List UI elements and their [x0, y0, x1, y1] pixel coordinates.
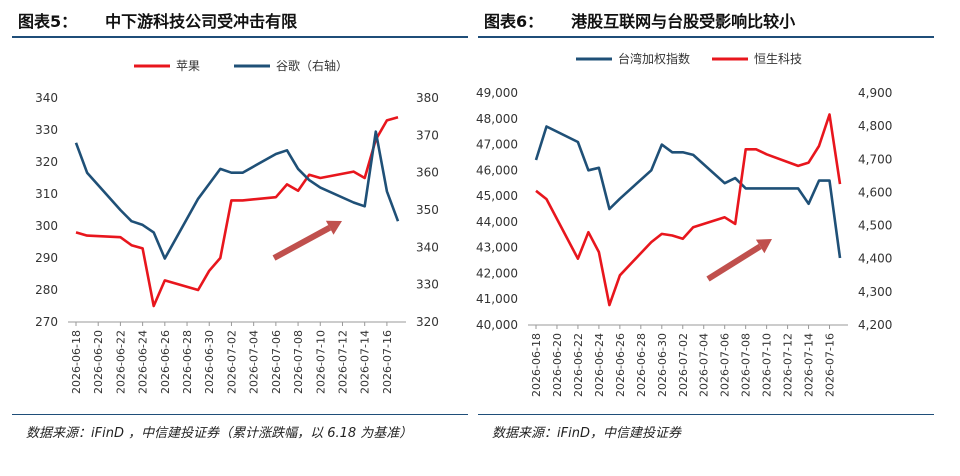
right-axis-tick-label: 330 [416, 278, 439, 292]
chart-panel-6: 图表6： 港股互联网与台股受影响比较小 40,000 41,000 42,000 43,… [472, 0, 938, 476]
chart-title: 图表6： 港股互联网与台股受影响比较小 [484, 8, 938, 32]
right-axis-tick-label: 4,300 [858, 285, 892, 299]
right-axis-tick-label: 380 [416, 91, 439, 105]
x-axis-tick-label: 2026-07-14 [803, 333, 816, 397]
series-line-1 [75, 115, 399, 308]
trend-arrow-head [325, 220, 342, 235]
series-line-1 [534, 125, 842, 259]
x-axis-tick-label: 2026-07-12 [782, 333, 795, 397]
x-axis-tick-label: 2026-06-18 [530, 333, 543, 397]
left-axis-tick-label: 40,000 [476, 318, 518, 332]
x-axis-tick-label: 2026-07-16 [381, 330, 394, 394]
right-axis-tick-label: 360 [416, 166, 439, 180]
x-axis-tick-label: 2026-06-26 [159, 330, 172, 394]
x-axis-tick-label: 2026-07-02 [225, 330, 238, 394]
right-axis-tick-label: 350 [416, 203, 439, 217]
title-rule [478, 36, 934, 38]
right-axis-tick-label: 370 [416, 128, 439, 142]
legend-label: 台湾加权指数 [618, 51, 690, 66]
footer-rule [478, 414, 934, 415]
chart-title: 图表5： 中下游科技公司受冲击有限 [18, 8, 472, 32]
x-axis-tick-label: 2026-06-20 [92, 330, 105, 394]
line-chart: 40,000 41,000 42,000 43,000 44,000 45,000 46,0… [476, 51, 892, 397]
x-axis-tick-label: 2026-06-28 [181, 330, 194, 394]
x-axis-tick-label: 2026-07-14 [359, 330, 372, 394]
legend-label: 谷歌（右轴） [276, 58, 348, 73]
right-axis-tick-label: 4,200 [858, 318, 892, 332]
left-axis-tick-label: 330 [35, 123, 58, 137]
x-axis-tick-label: 2026-06-30 [656, 333, 669, 397]
chart-title-text: 中下游科技公司受冲击有限 [105, 12, 298, 31]
series-line-2 [535, 113, 842, 307]
left-axis-tick-label: 47,000 [476, 138, 518, 152]
left-axis-tick-label: 300 [35, 219, 58, 233]
chart-panel-5: 图表5： 中下游科技公司受冲击有限 270 280 290 300 310 320 330 34… [6, 0, 472, 476]
x-axis-tick-label: 2026-07-06 [719, 333, 732, 397]
title-rule [12, 36, 468, 38]
left-axis-tick-label: 320 [35, 155, 58, 169]
right-axis-tick-label: 4,800 [858, 119, 892, 133]
x-axis-tick-label: 2026-07-16 [824, 333, 837, 397]
x-axis-tick-label: 2026-06-22 [572, 333, 585, 397]
right-axis-tick-label: 4,700 [858, 152, 892, 166]
left-axis-tick-label: 41,000 [476, 292, 518, 306]
x-axis-tick-label: 2026-07-02 [677, 333, 690, 397]
line-chart: 270 280 290 300 310 320 330 340 320 330 340 350 360 3… [35, 58, 439, 394]
right-axis-tick-label: 4,600 [858, 185, 892, 199]
left-axis-tick-label: 42,000 [476, 266, 518, 280]
right-axis-tick-label: 4,900 [858, 86, 892, 100]
x-axis-tick-label: 2026-06-26 [614, 333, 627, 397]
x-axis-tick-label: 2026-07-06 [270, 330, 283, 394]
x-axis-tick-label: 2026-06-24 [137, 330, 150, 394]
legend-label: 恒生科技 [754, 52, 802, 66]
chart-title-text: 港股互联网与台股受影响比较小 [571, 12, 796, 31]
right-axis-tick-label: 340 [416, 240, 439, 254]
trend-arrow-shaft [706, 243, 762, 282]
chart-number: 图表5： [18, 12, 78, 31]
legend-label: 苹果 [176, 59, 200, 73]
left-axis-tick-label: 270 [35, 315, 58, 329]
right-axis-tick-label: 4,500 [858, 219, 892, 233]
x-axis-tick-label: 2026-07-08 [740, 333, 753, 397]
left-axis-tick-label: 46,000 [476, 163, 518, 177]
left-axis-tick-label: 310 [35, 187, 58, 201]
source-note: 数据来源：iFinD，中信建投证券 [492, 426, 681, 441]
source-note: 数据来源：iFinD ，中信建投证券（累计涨跌幅，以 6.18 为基准） [26, 426, 413, 441]
footer-rule [12, 414, 468, 415]
x-axis-tick-label: 2026-06-28 [635, 333, 648, 397]
series-line-2 [74, 130, 400, 260]
x-axis-tick-label: 2026-06-24 [593, 333, 606, 397]
left-axis-tick-label: 44,000 [476, 215, 518, 229]
left-axis-tick-label: 43,000 [476, 241, 518, 255]
left-axis-tick-label: 49,000 [476, 86, 518, 100]
x-axis-tick-label: 2026-07-10 [314, 330, 327, 394]
x-axis-tick-label: 2026-07-10 [761, 333, 774, 397]
trend-arrow-shaft [272, 225, 332, 261]
left-axis-tick-label: 340 [35, 91, 58, 105]
right-axis-tick-label: 320 [416, 315, 439, 329]
trend-arrow-head [755, 239, 772, 254]
x-axis-tick-label: 2026-07-04 [698, 333, 711, 397]
x-axis-tick-label: 2026-07-04 [248, 330, 261, 394]
x-axis-tick-label: 2026-06-20 [551, 333, 564, 397]
right-axis-tick-label: 4,400 [858, 252, 892, 266]
left-axis-tick-label: 45,000 [476, 189, 518, 203]
x-axis-tick-label: 2026-07-08 [292, 330, 305, 394]
left-axis-tick-label: 280 [35, 283, 58, 297]
left-axis-tick-label: 48,000 [476, 112, 518, 126]
x-axis-tick-label: 2026-06-22 [114, 330, 127, 394]
x-axis-tick-label: 2026-06-30 [203, 330, 216, 394]
chart-number: 图表6： [484, 12, 544, 31]
x-axis-tick-label: 2026-06-18 [70, 330, 83, 394]
left-axis-tick-label: 290 [35, 251, 58, 265]
x-axis-tick-label: 2026-07-12 [336, 330, 349, 394]
